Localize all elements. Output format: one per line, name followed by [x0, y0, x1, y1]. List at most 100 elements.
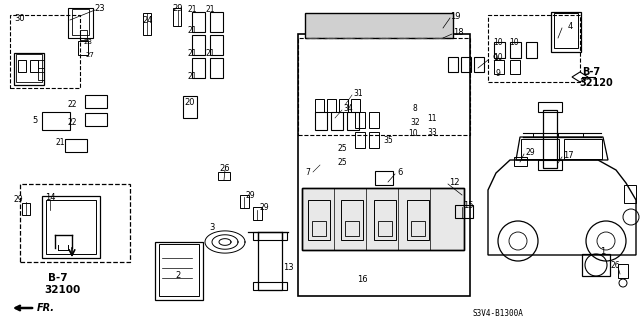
Bar	[253, 232, 287, 240]
Text: 28: 28	[84, 39, 92, 45]
Bar	[68, 8, 93, 38]
Bar	[411, 221, 425, 236]
Text: 29: 29	[245, 190, 255, 199]
Text: 10: 10	[509, 37, 519, 46]
Text: 21: 21	[188, 26, 196, 35]
Bar	[526, 42, 537, 58]
Bar	[355, 132, 365, 148]
Bar	[339, 99, 348, 112]
Bar	[22, 203, 30, 215]
Text: 25: 25	[337, 157, 347, 166]
Bar	[543, 110, 557, 168]
Bar	[341, 200, 363, 240]
Text: 1: 1	[600, 247, 605, 257]
Bar	[374, 200, 396, 240]
Text: 10: 10	[408, 129, 418, 138]
Text: 21: 21	[205, 49, 215, 58]
Bar	[488, 15, 580, 82]
Bar	[192, 58, 205, 78]
Bar	[355, 112, 365, 128]
Text: 21: 21	[55, 138, 65, 147]
Bar	[554, 13, 578, 48]
Text: 20: 20	[185, 98, 195, 107]
Bar	[407, 200, 429, 240]
Bar	[20, 184, 130, 262]
Bar	[65, 139, 87, 152]
Bar	[551, 12, 581, 52]
Text: 29: 29	[259, 204, 269, 212]
Text: 9: 9	[492, 53, 498, 62]
Text: 25: 25	[337, 143, 347, 153]
Text: 26: 26	[610, 260, 620, 269]
Text: 26: 26	[220, 164, 230, 172]
Text: 32120: 32120	[579, 78, 612, 88]
Text: 2: 2	[175, 271, 180, 281]
Text: 24: 24	[143, 15, 153, 25]
Bar	[38, 60, 44, 68]
Text: 6: 6	[397, 167, 403, 177]
Text: 31: 31	[353, 89, 363, 98]
Bar	[538, 102, 562, 112]
Bar	[538, 160, 562, 170]
Bar	[327, 99, 336, 112]
Bar	[494, 60, 504, 74]
Text: 17: 17	[563, 150, 573, 159]
Text: 21: 21	[188, 4, 196, 13]
Bar	[80, 30, 87, 40]
Bar	[210, 12, 223, 32]
Bar	[18, 60, 26, 72]
Bar	[30, 60, 38, 72]
Bar	[510, 60, 520, 74]
Text: 23: 23	[95, 4, 106, 12]
Text: 35: 35	[383, 135, 393, 145]
Text: 13: 13	[283, 263, 293, 273]
Bar	[521, 139, 559, 159]
Text: 3: 3	[209, 223, 214, 233]
Text: S3V4-B1300A: S3V4-B1300A	[472, 308, 523, 317]
Text: 16: 16	[356, 276, 367, 284]
Bar	[159, 244, 199, 296]
Bar	[494, 42, 505, 58]
Text: 7: 7	[305, 167, 310, 177]
Text: 19: 19	[450, 12, 460, 20]
Bar	[305, 13, 453, 38]
Bar	[218, 172, 230, 180]
Text: 21: 21	[188, 49, 196, 58]
Bar	[253, 207, 262, 220]
Bar	[474, 57, 484, 72]
Bar	[155, 242, 203, 300]
Bar	[38, 72, 44, 80]
Bar	[72, 9, 89, 35]
Bar	[42, 196, 100, 258]
Text: 29: 29	[525, 148, 535, 156]
Bar	[624, 185, 636, 203]
Bar	[85, 113, 107, 126]
Bar	[455, 205, 473, 218]
Text: 32100: 32100	[44, 285, 80, 295]
Bar	[78, 41, 88, 55]
Bar	[308, 200, 330, 240]
Bar	[210, 35, 223, 55]
Text: 10: 10	[493, 52, 503, 61]
Bar	[369, 112, 379, 128]
Text: 34: 34	[343, 103, 353, 113]
Text: 5: 5	[33, 116, 38, 124]
Bar	[347, 112, 359, 130]
Text: 30: 30	[15, 13, 26, 22]
Text: 22: 22	[67, 117, 77, 126]
Bar	[14, 53, 44, 85]
Bar	[378, 221, 392, 236]
Text: 10: 10	[493, 37, 503, 46]
Bar	[331, 112, 343, 130]
Bar	[315, 112, 327, 130]
Bar	[298, 38, 470, 135]
Bar	[345, 221, 359, 236]
Text: B-7: B-7	[48, 273, 68, 283]
Bar	[514, 157, 527, 166]
Polygon shape	[572, 72, 588, 82]
Bar	[298, 34, 470, 296]
Bar	[315, 99, 324, 112]
Bar	[369, 132, 379, 148]
Text: 27: 27	[86, 52, 95, 58]
Text: 29: 29	[173, 4, 183, 12]
